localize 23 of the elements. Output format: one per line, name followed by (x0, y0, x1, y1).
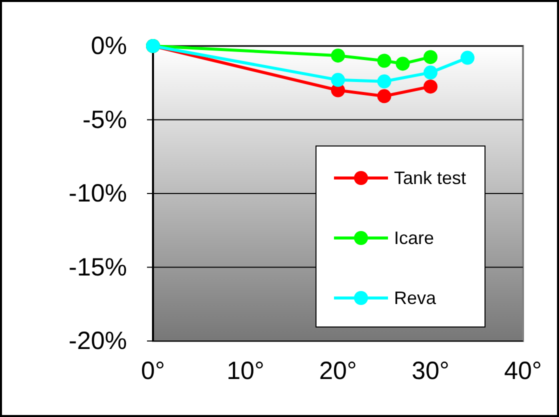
point (331, 48, 345, 63)
y-tick-label: -15% (68, 253, 127, 282)
y-tick-label: 0% (90, 32, 127, 60)
x-tick-label: 10° (226, 357, 264, 385)
x-tick-label: 40° (504, 357, 542, 385)
x-tick-label: 20° (319, 357, 357, 385)
point (396, 56, 410, 71)
point (331, 72, 345, 87)
legend-label: Tank test (394, 168, 466, 188)
point (460, 50, 474, 65)
point (377, 74, 392, 88)
legend-label: Icare (394, 228, 434, 248)
point (424, 66, 438, 80)
point (424, 80, 438, 94)
point (377, 89, 392, 104)
y-tick-label: -10% (68, 180, 127, 208)
x-tick-label: 0° (141, 357, 165, 385)
legend-label: Reva (394, 288, 438, 308)
point (377, 54, 392, 68)
y-tick-label: -20% (68, 327, 127, 355)
x-tick-label: 30° (412, 357, 450, 385)
point (424, 50, 438, 64)
y-tick-label: -5% (82, 106, 127, 134)
